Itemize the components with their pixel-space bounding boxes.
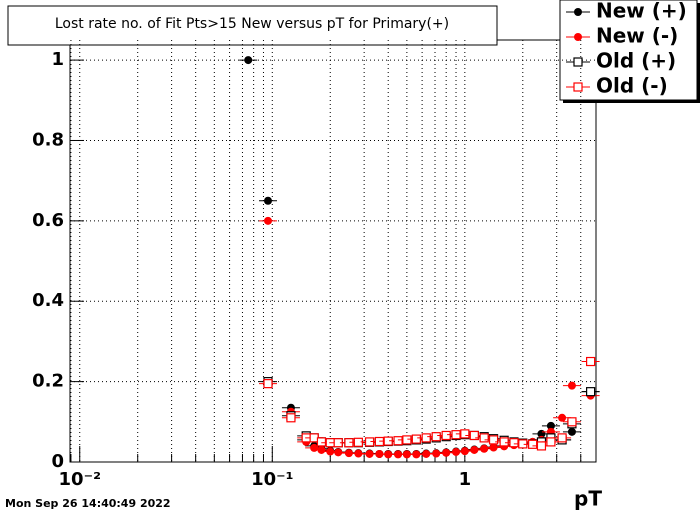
point (402, 435, 412, 445)
point (412, 450, 421, 459)
point (384, 450, 393, 459)
point (432, 449, 441, 458)
point (509, 438, 519, 448)
point (469, 430, 479, 441)
point (460, 447, 469, 456)
point (263, 379, 273, 389)
point (567, 417, 577, 427)
point (263, 216, 272, 225)
point (451, 430, 461, 440)
point (286, 413, 296, 423)
legend-marker (573, 82, 583, 92)
title-box (7, 5, 498, 46)
legend-marker (574, 33, 582, 41)
point (480, 444, 489, 453)
point (411, 434, 421, 444)
chart-title: Lost rate no. of Fit Pts>15 New versus p… (55, 16, 449, 32)
y-tick-label: 0.4 (32, 290, 64, 311)
point (326, 447, 335, 456)
legend-label: Old (+) (596, 49, 676, 73)
legend-box (559, 0, 698, 101)
point (441, 430, 451, 441)
point (567, 427, 576, 436)
point (344, 449, 353, 458)
point (317, 445, 326, 454)
y-tick-label: 1 (51, 49, 64, 70)
point (489, 443, 498, 452)
point (557, 433, 567, 443)
point (421, 433, 431, 443)
x-tick-label: 1 (459, 469, 472, 490)
y-tick-label: 0.6 (32, 210, 64, 231)
legend-label: Old (-) (596, 74, 668, 98)
x-tick-label: 10⁻² (59, 469, 101, 490)
point (354, 449, 363, 458)
legend-marker (573, 57, 583, 67)
point (402, 450, 411, 459)
plot-frame (69, 39, 597, 463)
point (499, 437, 509, 447)
point (567, 381, 576, 390)
y-tick-label: 0.2 (32, 371, 64, 392)
x-axis-label: pT (574, 487, 602, 511)
point (460, 429, 470, 439)
legend-label: New (-) (596, 24, 678, 48)
point (393, 436, 403, 446)
point (586, 387, 596, 397)
x-tick-label: 10⁻¹ (251, 469, 293, 490)
point (365, 449, 374, 458)
y-tick-label: 0.8 (32, 129, 64, 150)
point (334, 448, 343, 457)
point (316, 437, 327, 447)
point (546, 437, 556, 447)
timestamp: Mon Sep 26 14:40:49 2022 (5, 497, 171, 510)
y-tick-label: 0 (51, 451, 64, 472)
point (244, 56, 253, 65)
point (452, 447, 461, 456)
point (442, 448, 451, 457)
point (479, 433, 489, 443)
point (546, 421, 555, 430)
point (470, 445, 479, 454)
point (558, 413, 567, 422)
point (263, 196, 272, 205)
legend-label: New (+) (596, 0, 687, 23)
point (488, 435, 499, 445)
point (536, 441, 547, 451)
point (528, 439, 538, 449)
legend-marker (574, 8, 582, 16)
point (586, 356, 596, 367)
point (431, 432, 441, 442)
point (422, 449, 431, 458)
